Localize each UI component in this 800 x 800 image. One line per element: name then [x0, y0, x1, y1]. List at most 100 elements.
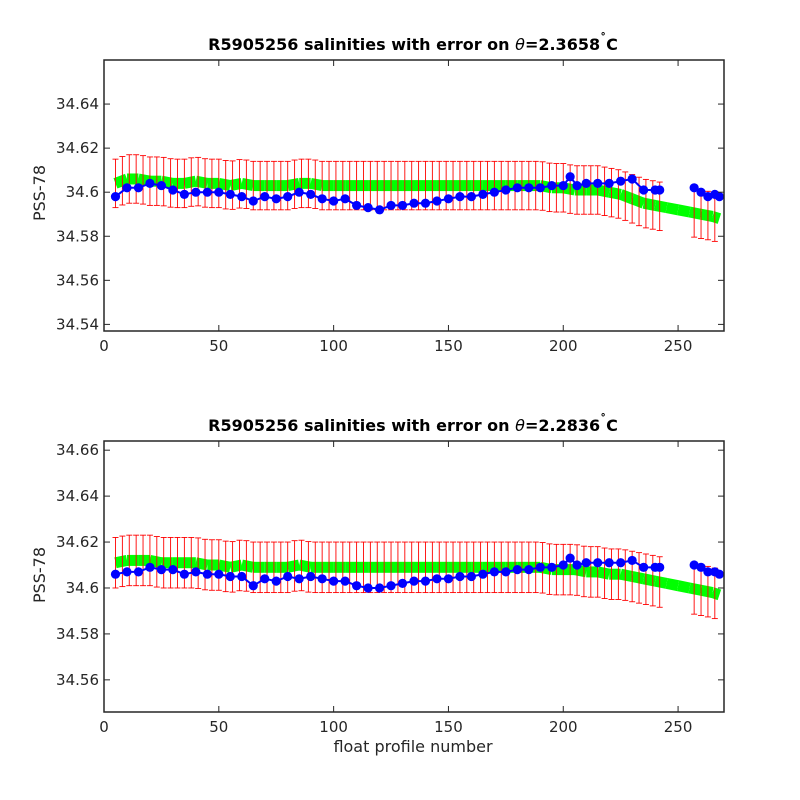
float-salinity-point [443, 194, 454, 204]
float-salinity-point [283, 571, 293, 582]
x-tick-label: 200 [549, 718, 578, 736]
y-tick-label: 34.56 [56, 671, 99, 689]
mapped-salinity-segment [309, 177, 324, 191]
error-bar [360, 541, 367, 594]
y-tick-label: 34.6 [66, 579, 99, 597]
mapped-salinity-segment [194, 557, 209, 571]
error-bar [153, 156, 160, 206]
mapped-salinity-segment [665, 577, 680, 592]
x-tick-label: 100 [319, 337, 348, 355]
float-salinity-point [283, 192, 293, 202]
error-bar [229, 541, 236, 593]
error-bar [326, 160, 333, 211]
error-bar [381, 541, 388, 594]
float-salinity-point [179, 569, 189, 579]
float-salinity-point [512, 565, 522, 575]
float-salinity-point [535, 562, 545, 572]
mapped-salinity-segment [194, 175, 209, 189]
error-bar [415, 541, 422, 594]
float-salinity-point [432, 196, 442, 206]
float-salinity-point [260, 192, 270, 202]
error-bar [326, 541, 333, 594]
float-salinity-point [248, 196, 258, 206]
float-salinity-point [616, 558, 626, 568]
error-bar [140, 534, 147, 587]
mapped-salinity-segment [642, 197, 657, 211]
mapped-salinity-segment [298, 559, 312, 573]
error-bar [505, 541, 512, 594]
error-bar [615, 548, 622, 600]
float-salinity-point [271, 576, 281, 586]
float-salinity-point [581, 178, 591, 188]
float-salinity-point [593, 558, 603, 568]
error-bar [208, 158, 215, 209]
x-tick-label: 0 [99, 718, 109, 736]
float-salinity-point [156, 565, 167, 575]
float-salinity-point [604, 178, 614, 188]
error-bar [594, 546, 601, 598]
float-salinity-point [237, 192, 247, 202]
float-salinity-point [655, 185, 665, 195]
float-salinity-point [572, 560, 582, 570]
float-salinity-point [466, 571, 477, 582]
float-salinity-point [317, 574, 327, 584]
x-tick-label: 100 [319, 718, 348, 736]
float-salinity-point [443, 574, 454, 584]
float-salinity-point [351, 200, 362, 211]
mapped-salinity-segment [596, 566, 611, 580]
error-bar [553, 163, 560, 213]
float-salinity-point [593, 178, 603, 188]
error-bar [470, 160, 477, 211]
axes-frame [103, 59, 725, 332]
float-salinity-point [627, 555, 637, 566]
error-bar [594, 165, 601, 215]
mapped-salinity-segment [573, 564, 588, 578]
error-bar [456, 541, 463, 594]
error-bar [257, 160, 264, 211]
error-bar [608, 167, 615, 218]
float-salinity-point [547, 562, 557, 572]
error-bar [174, 537, 181, 589]
error-bar [284, 160, 291, 211]
error-bar [243, 159, 250, 209]
float-salinity-point [271, 194, 281, 204]
mapped-salinity-segment [596, 184, 611, 198]
error-bar [574, 544, 581, 596]
mapped-salinity-segment [677, 204, 691, 218]
float-salinity-point [122, 567, 132, 577]
error-bar [532, 160, 539, 211]
y-axis-label-2: PSS-78 [30, 547, 49, 603]
error-bar [484, 160, 491, 211]
y-tick-label: 34.64 [56, 95, 99, 113]
error-bar [518, 160, 525, 211]
chart-title-2: R5905256 salinities with error on θ=2.28… [208, 412, 618, 435]
float-salinity-point [133, 183, 144, 193]
error-bar [642, 553, 649, 605]
float-salinity-point [122, 183, 132, 193]
error-bar [188, 157, 195, 207]
error-bar [229, 160, 236, 210]
error-bar [243, 540, 250, 592]
float-salinity-point [248, 581, 258, 591]
error-bar [188, 537, 195, 589]
float-salinity-point [329, 576, 339, 586]
error-bar [394, 160, 401, 211]
float-salinity-point [547, 180, 557, 191]
float-salinity-point [363, 583, 373, 593]
float-salinity-point [179, 189, 189, 199]
float-salinity-point [214, 569, 224, 579]
float-salinity-point [374, 583, 385, 593]
error-bar [484, 541, 491, 594]
y-axis-label-1: PSS-78 [30, 165, 49, 221]
float-salinity-point [191, 567, 201, 577]
error-bar [202, 158, 209, 208]
float-salinity-point [225, 571, 235, 582]
float-salinity-point [317, 194, 327, 204]
mapped-salinity-segment [699, 584, 714, 598]
error-bar [222, 160, 229, 210]
error-bar [312, 541, 319, 594]
float-salinity-point [145, 562, 155, 572]
error-bar [222, 540, 229, 593]
mapped-salinity-segment [618, 189, 635, 204]
float-salinity-point [478, 569, 488, 579]
